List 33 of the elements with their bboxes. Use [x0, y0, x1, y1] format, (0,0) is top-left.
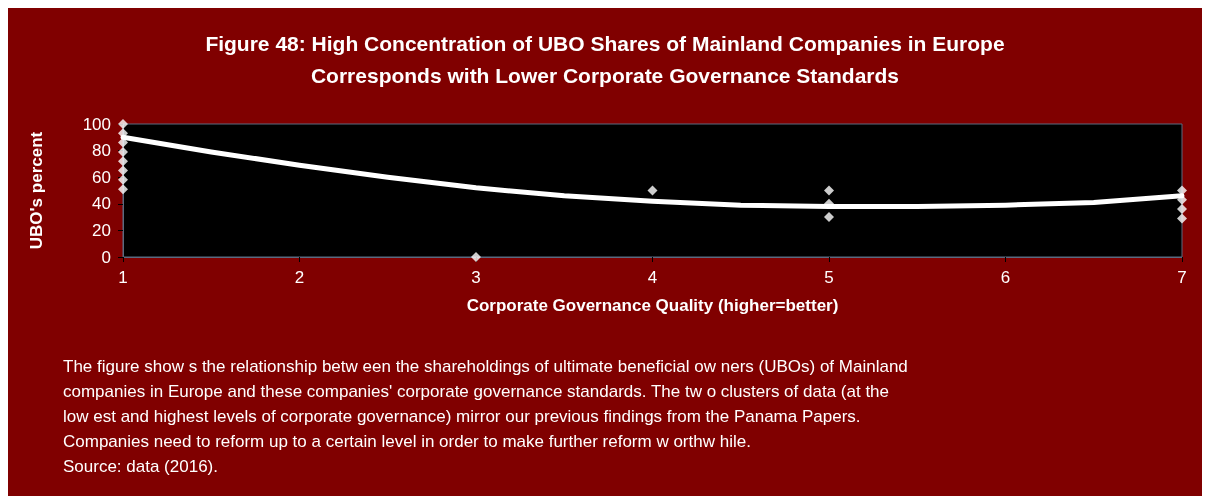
text: companies in Europe and these companies' corporate governance standards. The tw o clusters of data (at the [63, 382, 890, 401]
x-axis-title: Corporate Governance Quality (higher=better) [466, 296, 839, 315]
point [118, 146, 128, 157]
text: low est and highest levels of corporate governance) mirror our previous findings from the Panama Papers. [63, 407, 861, 426]
x-tick-label: 2 [294, 268, 305, 287]
point [471, 252, 481, 262]
y-tick-label: 0 [101, 247, 111, 267]
point [118, 156, 128, 167]
y-axis-title: UBO's percent [27, 131, 46, 250]
point [824, 212, 834, 223]
y-tick-label: 60 [92, 167, 111, 187]
point [1177, 204, 1187, 215]
y-tick-label: 80 [92, 141, 111, 161]
x-tick-label: 6 [1000, 268, 1011, 287]
x-tick-label: 4 [647, 268, 658, 287]
y-tick-label: 40 [92, 194, 111, 214]
point [1177, 213, 1187, 224]
x-tick-label: 7 [1177, 268, 1187, 287]
point [118, 184, 128, 195]
x-tick-label: 3 [471, 268, 481, 287]
point [118, 165, 128, 176]
chart-title: Figure 48: High Concentration of UBO Shares of Mainland Companies in Europe Corresponds with Lower Corporate Governance Standards [205, 31, 1005, 87]
x-tick-label: 1 [118, 268, 128, 287]
point [647, 185, 658, 196]
text: The figure show s the relationship betw een the shareholdings of ultimate beneficial ow ners (UBOs) of Mainland [63, 357, 908, 376]
text: Companies need to reform up to a certain level in order to make further reform w orthw hile. [63, 432, 751, 451]
point [118, 119, 128, 129]
source-note: Source: data (2016). [63, 457, 218, 476]
y-tick-label: 100 [82, 114, 111, 134]
x-tick-label: 5 [824, 268, 834, 287]
point [118, 174, 128, 185]
point [824, 185, 834, 196]
y-tick-label: 20 [92, 220, 111, 240]
